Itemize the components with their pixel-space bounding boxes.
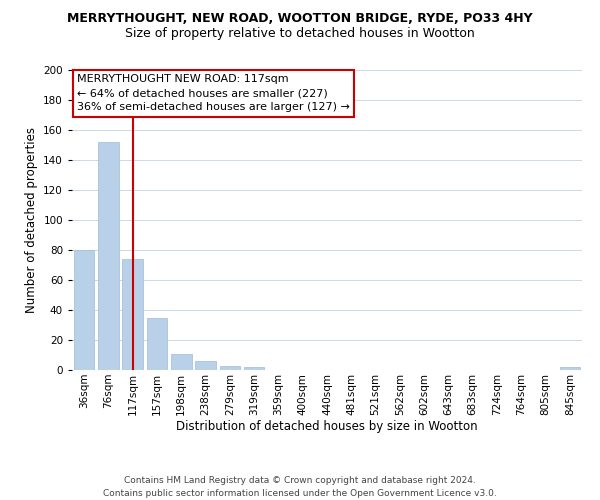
Bar <box>171 354 191 370</box>
Bar <box>220 366 240 370</box>
X-axis label: Distribution of detached houses by size in Wootton: Distribution of detached houses by size … <box>176 420 478 434</box>
Text: Contains HM Land Registry data © Crown copyright and database right 2024.
Contai: Contains HM Land Registry data © Crown c… <box>103 476 497 498</box>
Bar <box>122 259 143 370</box>
Bar <box>244 367 265 370</box>
Bar <box>98 142 119 370</box>
Text: Size of property relative to detached houses in Wootton: Size of property relative to detached ho… <box>125 28 475 40</box>
Bar <box>74 250 94 370</box>
Bar <box>146 318 167 370</box>
Bar <box>195 361 216 370</box>
Y-axis label: Number of detached properties: Number of detached properties <box>25 127 38 313</box>
Bar <box>560 367 580 370</box>
Text: MERRYTHOUGHT NEW ROAD: 117sqm
← 64% of detached houses are smaller (227)
36% of : MERRYTHOUGHT NEW ROAD: 117sqm ← 64% of d… <box>77 74 350 112</box>
Text: MERRYTHOUGHT, NEW ROAD, WOOTTON BRIDGE, RYDE, PO33 4HY: MERRYTHOUGHT, NEW ROAD, WOOTTON BRIDGE, … <box>67 12 533 26</box>
